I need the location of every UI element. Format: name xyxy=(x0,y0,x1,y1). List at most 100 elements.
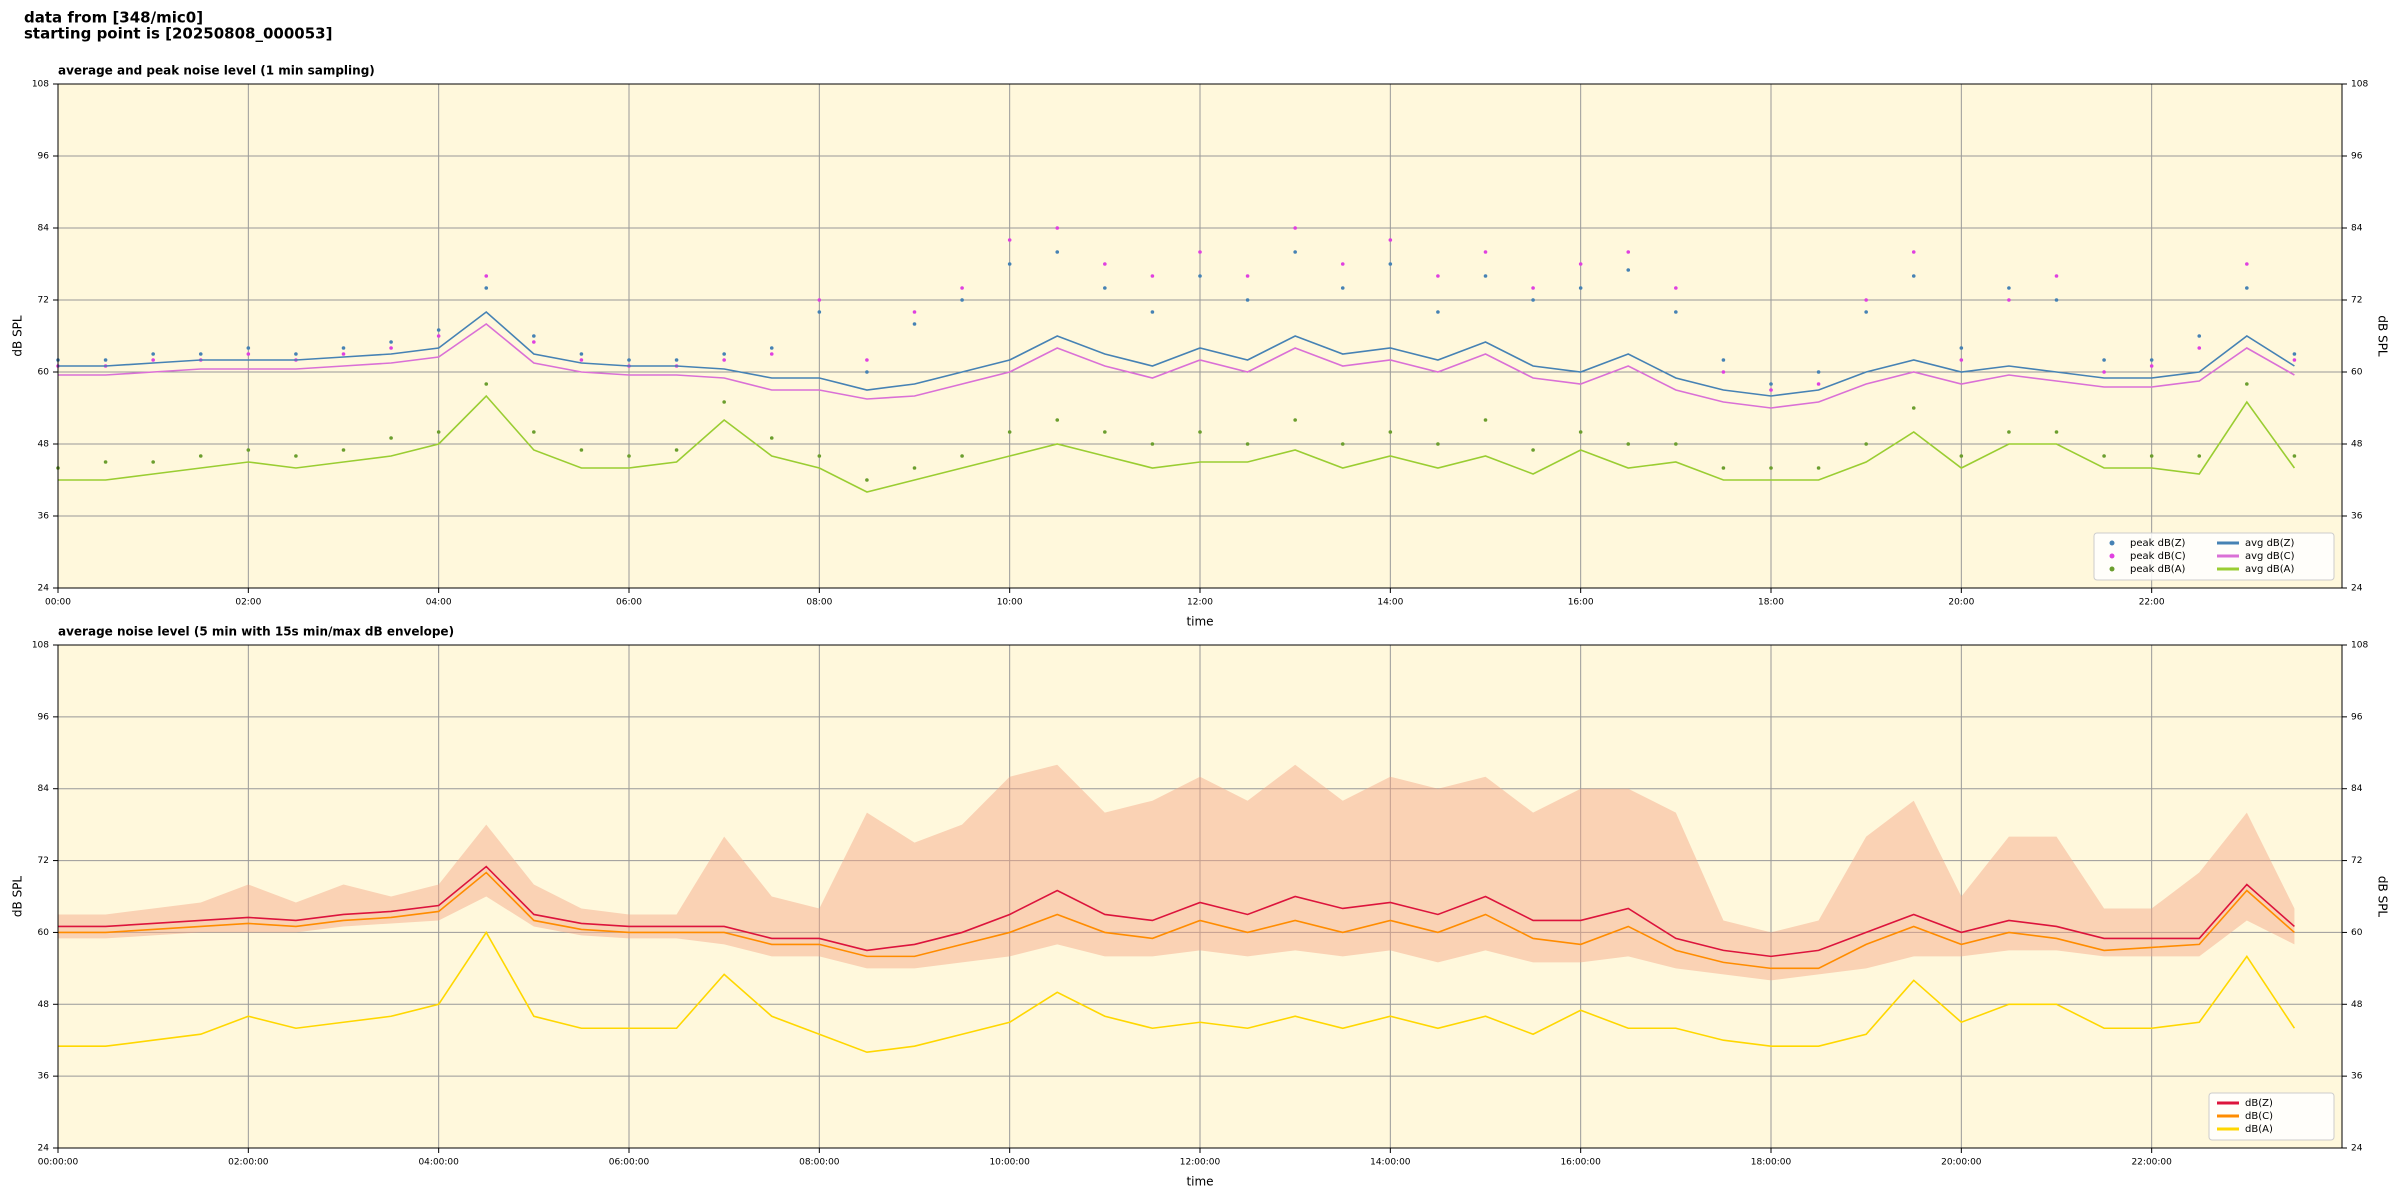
y-axis-label: dB SPL xyxy=(11,876,25,918)
y-tick-label: 48 xyxy=(38,1000,50,1010)
legend-marker xyxy=(2109,540,2115,546)
peak-point xyxy=(1436,274,1440,278)
peak-point xyxy=(2102,454,2106,458)
peak-point xyxy=(865,358,869,362)
y-axis-label: dB SPL xyxy=(2376,315,2390,357)
peak-point xyxy=(1198,274,1202,278)
peak-point xyxy=(2007,286,2011,290)
peak-point xyxy=(1007,430,1012,434)
plot-frame xyxy=(57,644,2343,1149)
peak-point xyxy=(2245,262,2249,266)
peak-point xyxy=(151,460,155,464)
peak-point xyxy=(1103,286,1107,290)
y-axis-label: dB SPL xyxy=(11,315,25,357)
peak-point xyxy=(1293,250,1297,254)
y-tick-label: 108 xyxy=(2351,641,2368,651)
y-tick-label: 72 xyxy=(2351,296,2362,306)
peak-point xyxy=(294,454,298,458)
peak-point xyxy=(103,358,108,362)
peak-point xyxy=(960,286,964,290)
peak-point xyxy=(817,310,822,314)
peak-point xyxy=(1769,382,1773,386)
peak-point xyxy=(817,454,822,458)
peak-point xyxy=(2054,298,2059,302)
x-tick-label: 08:00:00 xyxy=(799,1158,840,1168)
peak-point xyxy=(579,448,584,452)
y-tick-label: 108 xyxy=(32,641,49,651)
subplot-title: average noise level (5 min with 15s min/… xyxy=(58,625,454,639)
legend-label: dB(A) xyxy=(2245,1124,2273,1135)
peak-point xyxy=(1626,268,1631,272)
peak-point xyxy=(1055,250,1060,254)
peak-point xyxy=(2245,286,2249,290)
peak-point xyxy=(1436,442,1440,446)
y-tick-label: 36 xyxy=(2351,512,2363,522)
peak-point xyxy=(722,352,726,356)
peak-point xyxy=(1911,250,1916,254)
x-tick-label: 08:00 xyxy=(806,598,832,608)
peak-point xyxy=(1293,418,1297,422)
peak-point xyxy=(2245,382,2249,386)
x-tick-label: 10:00:00 xyxy=(989,1158,1030,1168)
peak-point xyxy=(246,448,251,452)
x-tick-label: 12:00:00 xyxy=(1180,1158,1221,1168)
peak-point xyxy=(1959,454,1964,458)
series-line xyxy=(58,322,2295,409)
y-tick-label: 108 xyxy=(32,80,49,90)
peak-point xyxy=(1245,298,1250,302)
x-tick-label: 20:00 xyxy=(1948,598,1974,608)
subplot-title: average and peak noise level (1 min samp… xyxy=(58,64,375,78)
legend-box xyxy=(2208,1092,2335,1141)
peak-point xyxy=(1531,448,1535,452)
peak-point xyxy=(1150,442,1155,446)
peak-point xyxy=(1150,274,1155,278)
peak-point xyxy=(1864,442,1868,446)
peak-point xyxy=(1483,418,1488,422)
peak-point xyxy=(532,334,536,338)
y-tick-label: 108 xyxy=(2351,80,2368,90)
series-line xyxy=(58,871,2295,970)
peak-point xyxy=(1721,466,1726,470)
x-tick-label: 16:00:00 xyxy=(1560,1158,1601,1168)
peak-point xyxy=(2102,358,2106,362)
peak-point xyxy=(1674,442,1678,446)
peak-point xyxy=(817,298,822,302)
x-tick-label: 00:00:00 xyxy=(38,1158,79,1168)
peak-point xyxy=(341,352,346,356)
x-tick-label: 06:00 xyxy=(616,598,642,608)
x-tick-label: 00:00 xyxy=(45,598,71,608)
peak-point xyxy=(722,400,726,404)
peak-point xyxy=(2292,352,2297,356)
y-tick-label: 36 xyxy=(2351,1072,2363,1082)
peak-point xyxy=(1103,430,1107,434)
peak-point xyxy=(912,466,917,470)
series-line xyxy=(58,930,2296,1054)
y-axis-label: dB SPL xyxy=(2376,876,2390,918)
peak-point xyxy=(674,358,679,362)
peak-point xyxy=(1245,274,1250,278)
x-tick-label: 04:00 xyxy=(426,598,452,608)
y-tick-label: 96 xyxy=(2351,712,2363,722)
peak-point xyxy=(151,352,155,356)
y-tick-label: 60 xyxy=(2351,368,2363,378)
peak-point xyxy=(1198,430,1202,434)
y-tick-label: 24 xyxy=(38,584,50,594)
series-line xyxy=(58,865,2295,958)
peak-point xyxy=(1055,418,1060,422)
peak-point xyxy=(1959,346,1964,350)
peak-point xyxy=(722,358,726,362)
y-tick-label: 48 xyxy=(2351,440,2363,450)
legend-label: peak dB(Z) xyxy=(2130,538,2186,549)
peak-point xyxy=(484,382,489,386)
peak-point xyxy=(1578,430,1583,434)
x-tick-label: 06:00:00 xyxy=(609,1158,650,1168)
peak-point xyxy=(865,370,869,374)
x-tick-label: 16:00 xyxy=(1568,598,1594,608)
x-tick-label: 22:00 xyxy=(2139,598,2165,608)
x-axis-label: time xyxy=(1186,615,1213,629)
peak-point xyxy=(1674,310,1678,314)
peak-point xyxy=(769,436,774,440)
peak-point xyxy=(341,448,346,452)
legend-label: avg dB(C) xyxy=(2245,551,2295,562)
x-tick-label: 10:00 xyxy=(997,598,1023,608)
